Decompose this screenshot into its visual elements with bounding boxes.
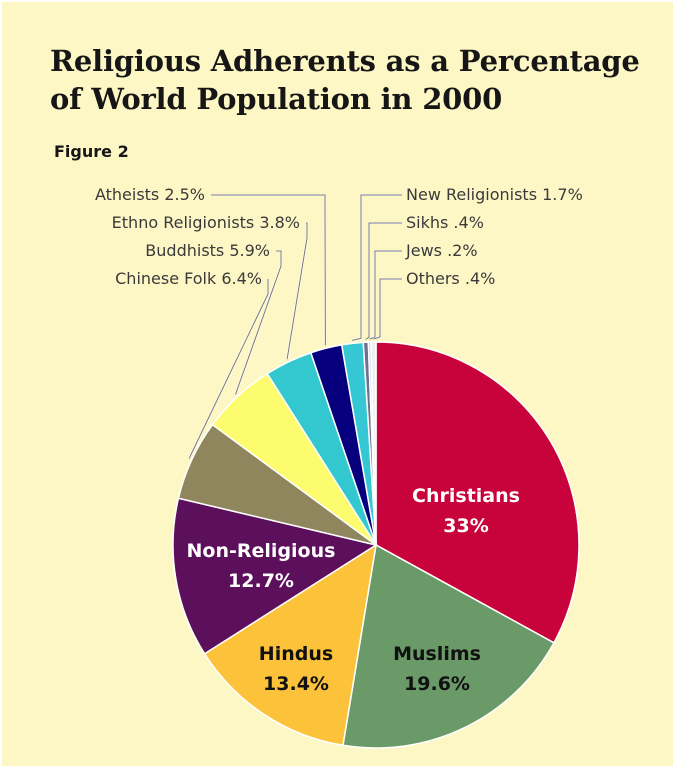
slice-label-atheists: Atheists 2.5% [95,185,205,204]
slice-label-christians-value: 33% [443,515,488,537]
pie-slice-non-religious [172,497,378,655]
slice-label-non-religious-name: Non-Religious [187,540,336,562]
slice-label-muslims-value: 19.6% [404,673,470,695]
slice-label-hindus-value: 13.4% [263,673,329,695]
leader-line-ethno-religionists-stroke [286,222,308,360]
slice-label-muslims-name: Muslims [393,643,481,665]
pie-slice-hindus [203,543,378,747]
leader-line-chinese-folk-stroke [188,279,269,459]
slice-label-ethno-religionists: Ethno Religionists 3.8% [112,213,300,232]
leader-line-jews [369,250,402,341]
slice-label-new-religionists: New Religionists 1.7% [406,185,583,204]
leader-line-sikhs-stroke [365,222,402,340]
leader-line-jews-stroke [369,250,402,340]
slice-labels: Christians 33% Muslims 19.6% Hindus 13.4% Non-… [95,185,583,695]
leader-line-atheists-stroke [211,194,326,346]
slice-label-sikhs: Sikhs .4% [406,213,484,232]
chart-title-line-2: of World Population in 2000 [50,82,503,116]
slice-label-christians-name: Christians [412,485,520,507]
leader-lines [188,194,402,459]
slice-label-non-religious-value: 12.7% [228,570,294,592]
slice-label-chinese-folk: Chinese Folk 6.4% [115,269,262,288]
slice-label-buddhists: Buddhists 5.9% [145,241,270,260]
slice-label-hindus-name: Hindus [259,643,333,665]
pie-slice-others [370,341,377,546]
leader-line-others [373,278,402,340]
leader-line-sikhs [365,222,402,341]
leader-line-buddhists-stroke [235,250,282,395]
slice-label-jews: Jews .2% [405,241,478,260]
chart-title: Religious Adherents as a Percentage of W… [50,42,640,118]
chart-subtitle: Figure 2 [54,142,129,161]
chart-title-line-1: Religious Adherents as a Percentage [50,44,640,78]
pie-slice-muslims [342,543,555,749]
pie-slices [172,341,580,749]
leader-line-new-religionists [351,194,402,342]
leader-line-new-religionists-stroke [351,194,402,341]
slice-label-others: Others .4% [406,269,495,288]
pie-slice-christians [375,341,580,644]
leader-line-others-stroke [373,278,402,340]
